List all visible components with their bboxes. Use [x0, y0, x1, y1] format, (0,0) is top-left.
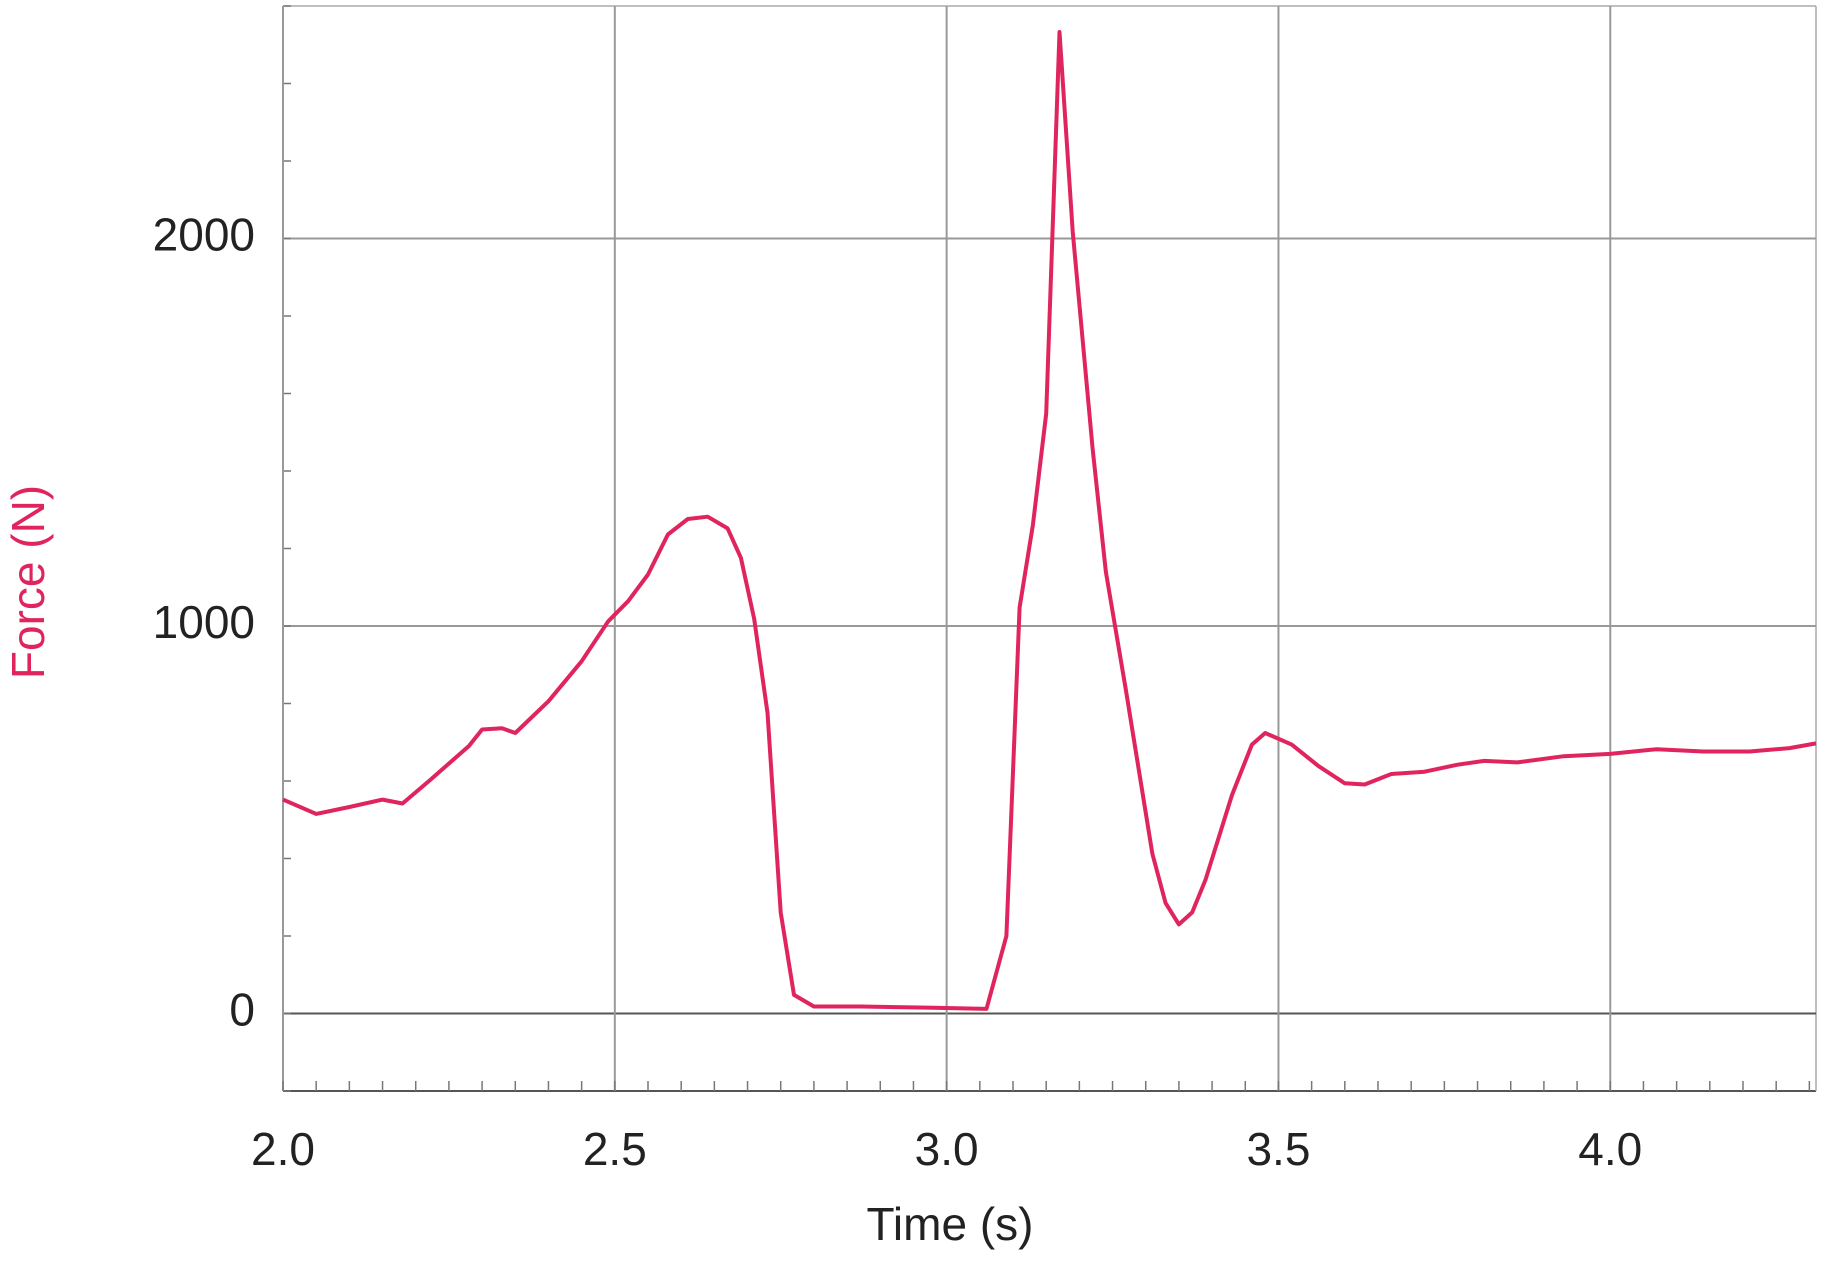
x-tick-label: 2.5: [583, 1123, 647, 1175]
x-axis-label: Time (s): [867, 1198, 1034, 1250]
y-tick-label: 0: [229, 984, 255, 1036]
y-axis-label: Force (N): [2, 485, 54, 679]
x-tick-label: 3.0: [915, 1123, 979, 1175]
y-tick-label: 2000: [153, 209, 255, 261]
x-tick-label: 2.0: [251, 1123, 315, 1175]
y-tick-label: 1000: [153, 596, 255, 648]
line-series: [282, 30, 1817, 1011]
x-tick-label: 4.0: [1578, 1123, 1642, 1175]
x-tick-label: 3.5: [1246, 1123, 1310, 1175]
